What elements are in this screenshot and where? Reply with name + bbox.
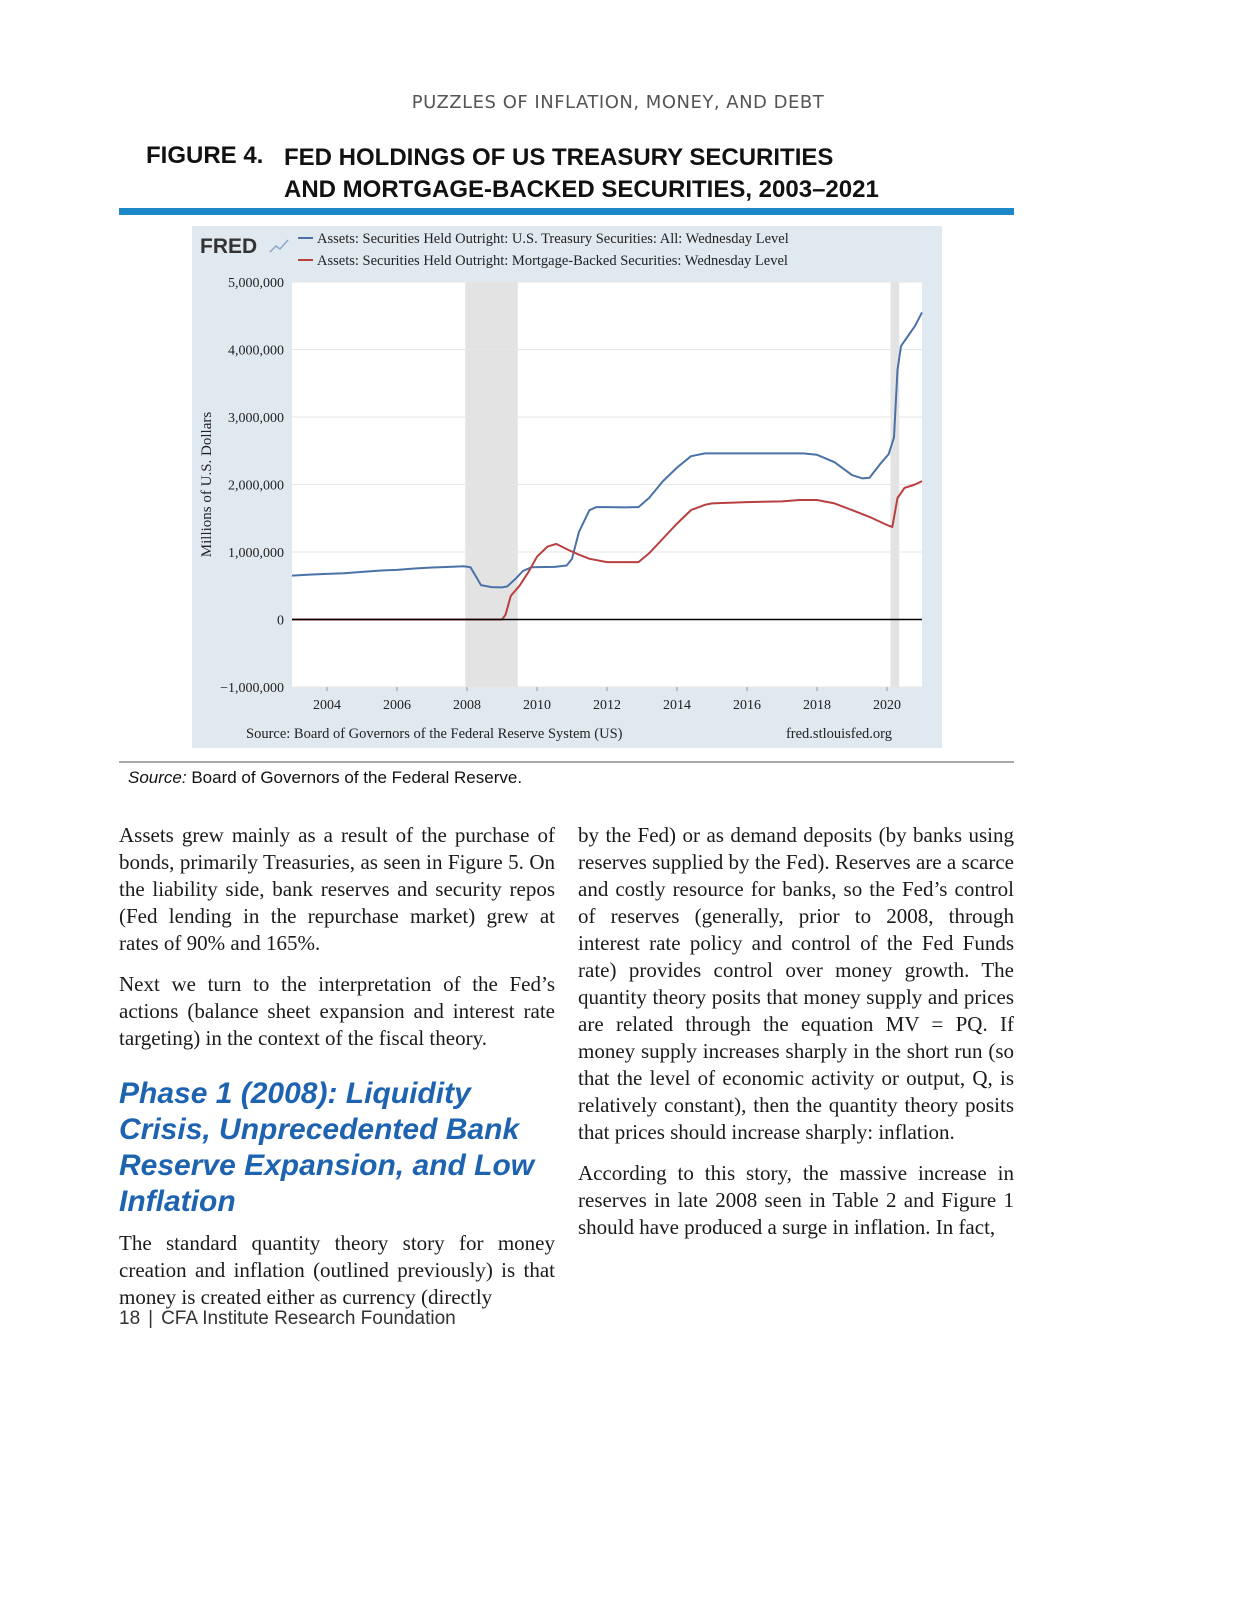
figure-source-text: Board of Governors of the Federal Reserv…	[191, 768, 523, 787]
footer-separator: |	[148, 1308, 154, 1329]
fred-chart: 5,000,000 4,000,000 3,000,000 2,000,000 1,00…	[199, 231, 923, 742]
left-column: Assets grew mainly as a result of the pu…	[119, 822, 555, 1325]
right-column: by the Fed) or as demand deposits (by ba…	[578, 822, 1014, 1255]
y-tick-label: 1,000,000	[228, 546, 284, 561]
figure-top-rule	[119, 208, 1014, 215]
x-tick-label: 2014	[663, 698, 691, 713]
section-heading: Phase 1 (2008): Liquidity Crisis, Unprec…	[119, 1077, 535, 1218]
y-tick-label: 2,000,000	[228, 479, 284, 494]
y-tick-label: 4,000,000	[228, 344, 284, 359]
x-tick-label: 2016	[733, 698, 761, 713]
right-paragraph-1: by the Fed) or as demand deposits (by ba…	[578, 823, 1014, 1144]
x-tick-label: 2010	[523, 698, 551, 713]
left-paragraph-3: The standard quantity theory story for m…	[119, 1231, 555, 1309]
page-footer: 18 | CFA Institute Research Foundation	[119, 1308, 456, 1330]
left-paragraph-2: Next we turn to the interpretation of th…	[119, 972, 555, 1050]
figure-title-line-2: AND MORTGAGE-BACKED SECURITIES, 2003–202…	[284, 176, 879, 203]
fred-logo: FRED	[200, 235, 257, 258]
page-number: 18	[119, 1308, 141, 1329]
x-tick-label: 2008	[453, 698, 481, 713]
y-tick-label: 3,000,000	[228, 411, 284, 426]
right-paragraph-2: According to this story, the massive inc…	[578, 1161, 1014, 1239]
figure-source: Source: Board of Governors of the Federa…	[128, 768, 522, 788]
legend-label-0: Assets: Securities Held Outright: U.S. T…	[317, 231, 789, 247]
legend-label-1: Assets: Securities Held Outright: Mortga…	[317, 253, 788, 269]
figure-label: FIGURE 4.	[146, 142, 264, 169]
y-axis-label: Millions of U.S. Dollars	[199, 412, 215, 558]
x-tick-label: 2004	[313, 698, 341, 713]
chart-site-url: fred.stlouisfed.org	[786, 726, 892, 742]
running-head: PUZZLES OF INFLATION, MONEY, AND DEBT	[411, 92, 825, 113]
y-tick-label: 0	[277, 614, 284, 629]
x-tick-label: 2018	[803, 698, 831, 713]
figure-source-prefix: Source:	[128, 768, 187, 787]
y-tick-label: −1,000,000	[220, 681, 284, 696]
series-line-0	[291, 311, 923, 589]
x-tick-label: 2012	[593, 698, 621, 713]
left-paragraph-1: Assets grew mainly as a result of the pu…	[119, 823, 555, 955]
chart-source-note: Source: Board of Governors of the Federa…	[246, 726, 623, 742]
figure-title-line-1: FED HOLDINGS OF US TREASURY SECURITIES	[284, 144, 834, 171]
footer-publisher: CFA Institute Research Foundation	[161, 1308, 456, 1329]
y-tick-label: 5,000,000	[228, 276, 284, 291]
x-tick-label: 2006	[383, 698, 411, 713]
x-tick-label: 2020	[873, 698, 901, 713]
series-line-1	[292, 480, 923, 621]
fred-chart-panel: 5,000,000 4,000,000 3,000,000 2,000,000 1,00…	[192, 226, 942, 748]
fred-logo-chart-icon	[269, 239, 289, 253]
figure-title: FED HOLDINGS OF US TREASURY SECURITIES A…	[284, 142, 924, 206]
figure-bottom-rule	[119, 761, 1014, 763]
